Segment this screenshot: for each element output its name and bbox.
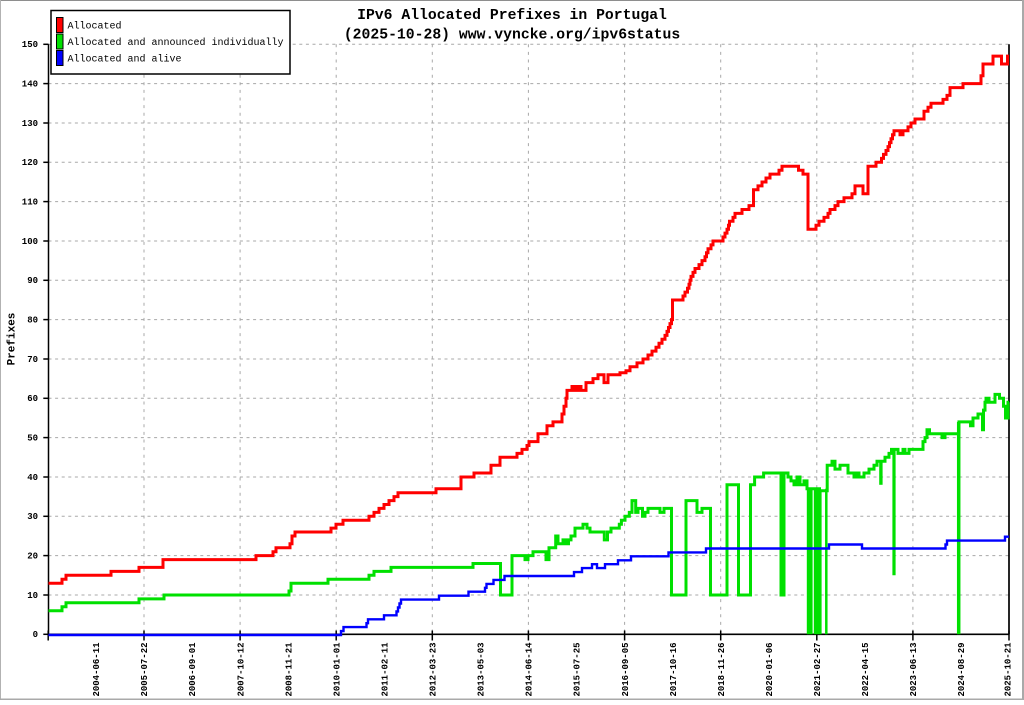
- svg-text:Allocated and announced indivi: Allocated and announced individually: [68, 37, 284, 49]
- svg-text:0: 0: [33, 630, 38, 640]
- svg-text:2013-05-03: 2013-05-03: [477, 643, 487, 697]
- svg-text:2016-09-05: 2016-09-05: [621, 643, 631, 697]
- svg-text:140: 140: [22, 79, 38, 89]
- svg-text:2018-11-26: 2018-11-26: [717, 643, 727, 697]
- svg-text:2024-08-29: 2024-08-29: [957, 643, 967, 697]
- svg-text:Allocated: Allocated: [68, 21, 122, 33]
- svg-text:2014-06-14: 2014-06-14: [525, 642, 535, 697]
- svg-text:30: 30: [27, 512, 38, 522]
- svg-text:40: 40: [27, 473, 38, 483]
- svg-text:100: 100: [22, 237, 38, 247]
- svg-text:2012-03-23: 2012-03-23: [429, 643, 439, 697]
- svg-text:50: 50: [27, 433, 38, 443]
- svg-text:2025-10-21: 2025-10-21: [1003, 642, 1013, 697]
- svg-text:90: 90: [27, 276, 38, 286]
- svg-text:Prefixes: Prefixes: [7, 313, 19, 366]
- svg-text:2020-01-06: 2020-01-06: [765, 643, 775, 697]
- svg-text:2005-07-22: 2005-07-22: [140, 643, 150, 697]
- svg-text:2015-07-25: 2015-07-25: [573, 643, 583, 697]
- svg-text:150: 150: [22, 40, 38, 50]
- svg-text:2017-10-16: 2017-10-16: [669, 643, 679, 697]
- svg-text:2008-11-21: 2008-11-21: [284, 642, 294, 697]
- svg-text:110: 110: [22, 197, 38, 207]
- svg-text:2021-02-27: 2021-02-27: [813, 643, 823, 697]
- svg-text:2010-01-01: 2010-01-01: [332, 642, 342, 697]
- svg-text:Allocated and alive: Allocated and alive: [68, 54, 182, 66]
- svg-text:130: 130: [22, 119, 38, 129]
- svg-text:20: 20: [27, 551, 38, 561]
- svg-text:80: 80: [27, 315, 38, 325]
- svg-text:IPv6 Allocated Prefixes in Por: IPv6 Allocated Prefixes in Portugal: [357, 8, 667, 24]
- svg-text:2007-10-12: 2007-10-12: [236, 643, 246, 697]
- svg-text:60: 60: [27, 394, 38, 404]
- svg-text:(2025-10-28) www.vyncke.org/ip: (2025-10-28) www.vyncke.org/ipv6status: [344, 28, 680, 44]
- svg-text:2022-04-15: 2022-04-15: [861, 643, 871, 697]
- svg-text:10: 10: [27, 591, 38, 601]
- svg-text:2006-09-01: 2006-09-01: [188, 642, 198, 697]
- svg-text:70: 70: [27, 355, 38, 365]
- svg-text:2023-06-13: 2023-06-13: [909, 643, 919, 697]
- svg-text:2011-02-11: 2011-02-11: [381, 642, 391, 697]
- svg-text:2004-06-11: 2004-06-11: [92, 642, 102, 697]
- svg-text:120: 120: [22, 158, 38, 168]
